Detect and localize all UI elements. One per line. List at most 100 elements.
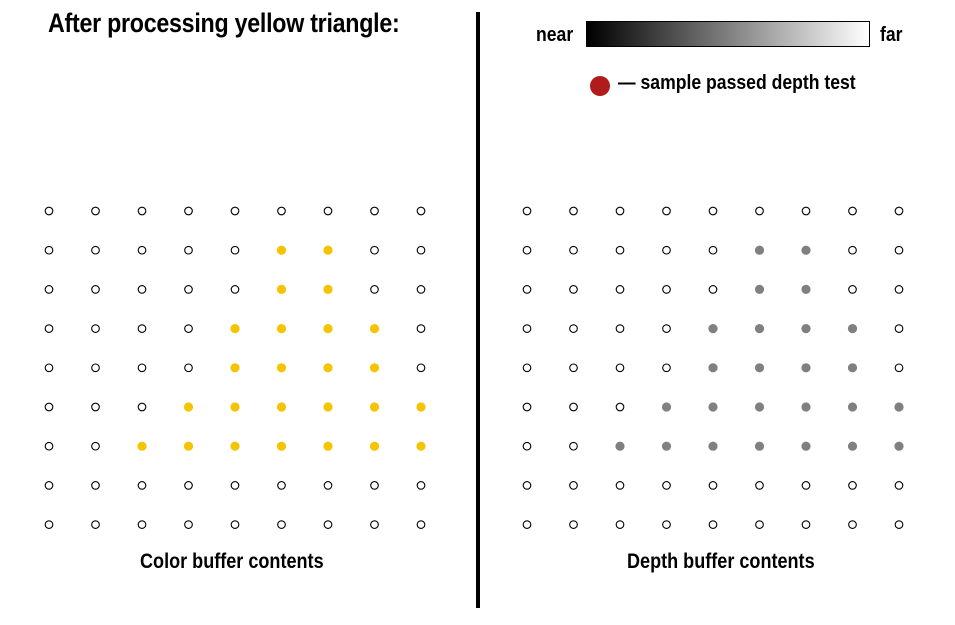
depth-buffer-sample-filled <box>801 324 811 334</box>
depth-buffer-sample-empty <box>522 363 532 373</box>
depth-buffer-sample-filled <box>661 402 672 412</box>
color-buffer-sample-filled <box>230 441 240 451</box>
depth-buffer-sample-filled <box>847 324 858 334</box>
color-buffer-sample-empty <box>137 402 147 412</box>
color-buffer-sample-empty <box>137 520 147 529</box>
color-buffer-sample-empty <box>370 481 379 490</box>
depth-buffer-sample-empty <box>755 520 764 529</box>
depth-buffer-sample-empty <box>662 285 671 294</box>
depth-buffer-sample-empty <box>522 245 532 255</box>
depth-buffer-sample-empty <box>894 520 904 529</box>
depth-buffer-sample-empty <box>615 285 625 294</box>
depth-buffer-sample-empty <box>569 324 578 333</box>
depth-buffer-sample-filled <box>801 441 811 451</box>
color-buffer-sample-empty <box>416 206 426 216</box>
color-buffer-sample-empty <box>44 285 54 294</box>
color-buffer-sample-filled <box>323 363 333 373</box>
depth-buffer-sample-empty <box>662 245 671 255</box>
color-buffer-sample-empty <box>137 363 147 373</box>
color-buffer-sample-empty <box>137 481 147 490</box>
color-buffer-sample-filled <box>276 402 287 412</box>
depth-buffer-sample-empty <box>848 206 857 216</box>
color-buffer-sample-empty <box>184 206 193 216</box>
depth-buffer-sample-filled <box>894 441 904 451</box>
color-buffer-sample-filled <box>323 284 333 294</box>
depth-buffer-sample-empty <box>522 520 532 529</box>
depth-buffer-sample-empty <box>569 206 578 216</box>
color-buffer-sample-empty <box>230 285 240 294</box>
depth-buffer-sample-empty <box>894 363 904 373</box>
color-buffer-sample-empty <box>44 245 54 255</box>
depth-buffer-sample-filled <box>801 284 811 294</box>
color-buffer-sample-empty <box>137 285 147 294</box>
depth-buffer-sample-filled <box>708 363 718 373</box>
color-buffer-sample-empty <box>416 363 426 373</box>
depth-buffer-sample-empty <box>569 285 578 294</box>
color-buffer-sample-empty <box>323 481 333 490</box>
color-buffer-sample-empty <box>230 481 240 490</box>
color-buffer-sample-empty <box>44 481 54 490</box>
depth-buffer-sample-empty <box>569 441 578 451</box>
color-buffer-sample-empty <box>370 520 379 529</box>
color-buffer-sample-empty <box>91 402 100 412</box>
depth-buffer-caption: Depth buffer contents <box>627 550 815 573</box>
depth-buffer-sample-empty <box>708 520 718 529</box>
depth-buffer-sample-empty <box>708 206 718 216</box>
depth-buffer-sample-filled <box>754 284 765 294</box>
depth-buffer-sample-empty <box>569 520 578 529</box>
color-buffer-sample-filled <box>276 284 287 294</box>
depth-buffer-sample-empty <box>615 402 625 412</box>
color-buffer-sample-empty <box>184 481 193 490</box>
color-buffer-sample-filled <box>183 441 194 451</box>
color-buffer-sample-filled <box>276 324 287 334</box>
color-buffer-sample-filled <box>137 441 147 451</box>
color-buffer-sample-filled <box>369 363 380 373</box>
color-buffer-sample-empty <box>277 481 286 490</box>
depth-buffer-sample-empty <box>569 245 578 255</box>
depth-buffer-sample-empty <box>848 520 857 529</box>
color-buffer-sample-filled <box>416 402 426 412</box>
depth-buffer-sample-empty <box>894 206 904 216</box>
depth-buffer-sample-filled <box>615 441 625 451</box>
depth-buffer-sample-empty <box>522 402 532 412</box>
color-buffer-caption: Color buffer contents <box>140 550 324 573</box>
depth-buffer-sample-filled <box>847 441 858 451</box>
depth-gradient-bar <box>586 21 870 47</box>
depth-buffer-sample-empty <box>522 285 532 294</box>
depth-buffer-sample-empty <box>894 245 904 255</box>
depth-buffer-sample-empty <box>662 520 671 529</box>
depth-buffer-sample-empty <box>801 481 811 490</box>
color-buffer-sample-filled <box>323 324 333 334</box>
color-buffer-sample-empty <box>277 520 286 529</box>
color-buffer-sample-filled <box>323 441 333 451</box>
color-buffer-sample-empty <box>416 245 426 255</box>
depth-buffer-sample-filled <box>661 441 672 451</box>
depth-buffer-sample-filled <box>847 402 858 412</box>
color-buffer-sample-empty <box>44 206 54 216</box>
depth-buffer-sample-empty <box>708 285 718 294</box>
depth-buffer-sample-empty <box>615 520 625 529</box>
color-buffer-sample-empty <box>184 520 193 529</box>
legend-dot-label: — sample passed depth test <box>618 72 856 94</box>
color-buffer-sample-empty <box>137 324 147 333</box>
color-buffer-sample-empty <box>91 206 100 216</box>
depth-buffer-sample-empty <box>801 206 811 216</box>
color-buffer-sample-empty <box>230 245 240 255</box>
color-buffer-sample-filled <box>276 245 287 255</box>
depth-buffer-sample-empty <box>569 481 578 490</box>
color-buffer-sample-filled <box>230 324 240 334</box>
depth-buffer-sample-empty <box>662 206 671 216</box>
depth-buffer-sample-empty <box>522 441 532 451</box>
color-buffer-sample-empty <box>230 520 240 529</box>
depth-buffer-sample-empty <box>615 245 625 255</box>
depth-buffer-sample-empty <box>615 324 625 333</box>
color-buffer-sample-filled <box>276 441 287 451</box>
color-buffer-sample-filled <box>416 441 426 451</box>
depth-buffer-sample-empty <box>522 206 532 216</box>
color-buffer-sample-filled <box>230 402 240 412</box>
color-buffer-sample-empty <box>230 206 240 216</box>
panel-divider <box>476 12 480 608</box>
color-buffer-sample-empty <box>137 245 147 255</box>
color-buffer-sample-empty <box>184 285 193 294</box>
